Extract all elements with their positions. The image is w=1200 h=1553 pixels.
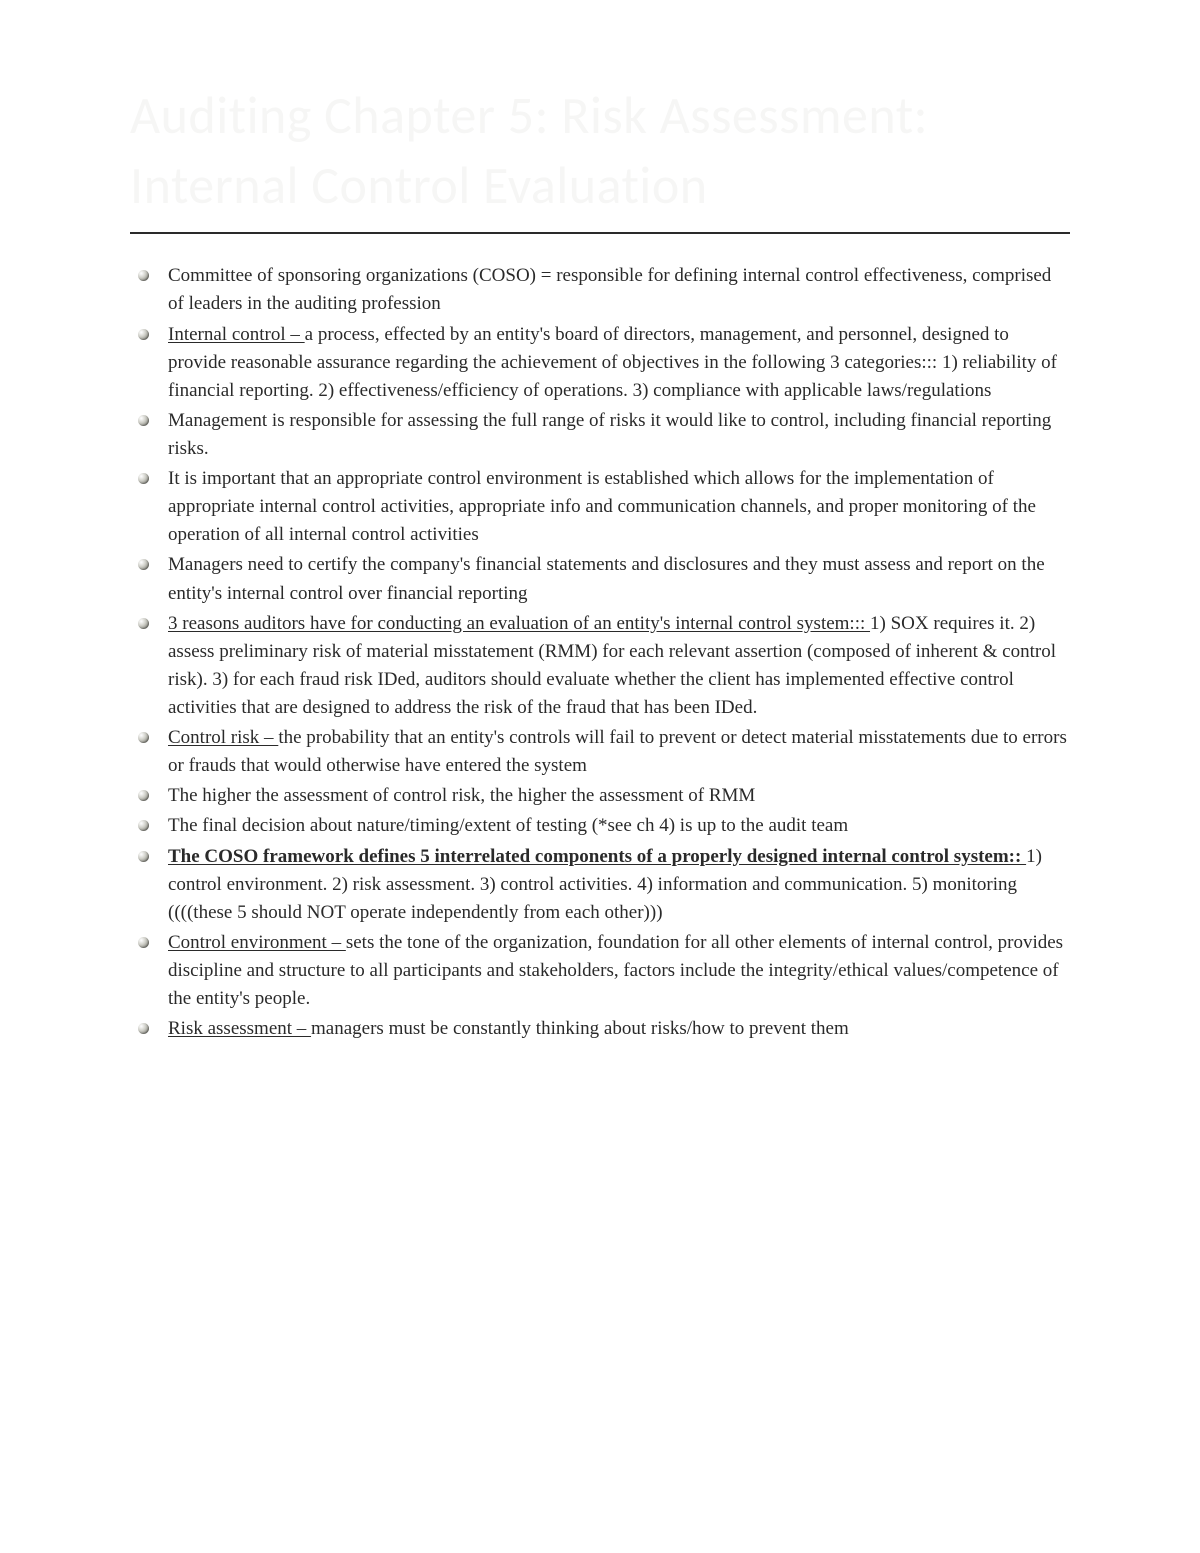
list-item-text: the probability that an entity's control… <box>168 727 1067 776</box>
list-item-term: 3 reasons auditors have for conducting a… <box>168 613 870 634</box>
list-item: Committee of sponsoring organizations (C… <box>168 262 1070 318</box>
list-item-term: Internal control – <box>168 324 305 345</box>
list-item-term: Risk assessment – <box>168 1018 311 1039</box>
list-item: The final decision about nature/timing/e… <box>168 812 1070 840</box>
list-item-text: managers must be constantly thinking abo… <box>311 1018 849 1039</box>
list-item: The COSO framework defines 5 interrelate… <box>168 843 1070 927</box>
list-item: Control environment – sets the tone of t… <box>168 929 1070 1013</box>
list-item-text: Managers need to certify the company's f… <box>168 554 1045 603</box>
list-item-text: Management is responsible for assessing … <box>168 410 1051 459</box>
list-item-term: The COSO framework defines 5 interrelate… <box>168 846 1026 867</box>
list-item-text: Committee of sponsoring organizations (C… <box>168 265 1051 314</box>
title-divider <box>130 232 1070 234</box>
list-item: Internal control – a process, effected b… <box>168 321 1070 405</box>
list-item: The higher the assessment of control ris… <box>168 782 1070 810</box>
list-item: Management is responsible for assessing … <box>168 407 1070 463</box>
list-item: Managers need to certify the company's f… <box>168 551 1070 607</box>
list-item: Risk assessment – managers must be const… <box>168 1015 1070 1043</box>
list-item-term: Control risk – <box>168 727 278 748</box>
list-item-term: Control environment – <box>168 932 346 953</box>
notes-list: Committee of sponsoring organizations (C… <box>130 262 1070 1043</box>
list-item-text: The final decision about nature/timing/e… <box>168 815 848 836</box>
page-title: Auditing Chapter 5: Risk Assessment: Int… <box>130 80 1070 220</box>
list-item: It is important that an appropriate cont… <box>168 465 1070 549</box>
list-item-text: It is important that an appropriate cont… <box>168 468 1036 545</box>
list-item: Control risk – the probability that an e… <box>168 724 1070 780</box>
list-item: 3 reasons auditors have for conducting a… <box>168 610 1070 722</box>
list-item-text: The higher the assessment of control ris… <box>168 785 755 806</box>
